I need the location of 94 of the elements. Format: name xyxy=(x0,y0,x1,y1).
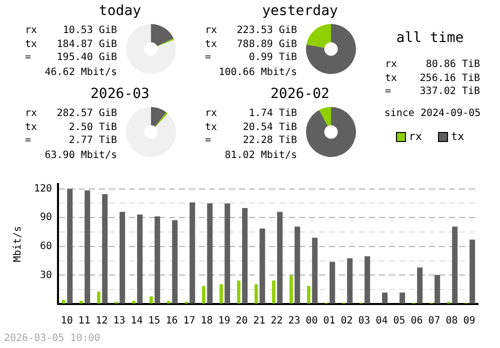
bar xyxy=(190,202,196,304)
bar xyxy=(347,258,353,304)
x-tick-label: 01 xyxy=(323,316,336,327)
text: = 0.99 TiB xyxy=(205,52,297,63)
x-tick-label: 06 xyxy=(410,316,423,327)
x-tick-label: 07 xyxy=(428,316,440,327)
bar xyxy=(62,300,66,304)
bar xyxy=(364,256,370,304)
text: = 2.77 TiB xyxy=(25,135,117,146)
bar xyxy=(382,292,388,304)
bar xyxy=(120,212,126,304)
bar xyxy=(202,286,206,304)
legend-label: rx xyxy=(408,130,422,143)
bar xyxy=(400,292,406,304)
bar xyxy=(154,216,160,304)
bar xyxy=(172,220,178,304)
x-tick-label: 16 xyxy=(166,316,178,327)
text: all time xyxy=(395,30,465,46)
chart-title: 2026-02 xyxy=(269,86,330,102)
x-tick-label: 02 xyxy=(340,316,353,327)
x-tick-label: 13 xyxy=(113,316,126,327)
bar xyxy=(294,226,300,304)
bar xyxy=(452,226,458,304)
y-axis-title: Mbit/s xyxy=(12,226,24,262)
bar xyxy=(434,274,440,304)
bar xyxy=(312,238,318,304)
text: rx 1.74 TiB xyxy=(205,108,297,119)
x-tick-label: 23 xyxy=(288,316,300,327)
text: 63.90 Mbit/s xyxy=(44,148,117,162)
bar xyxy=(290,275,293,304)
text: 46.62 Mbit/s xyxy=(44,66,117,78)
text: rx 282.57 GiB xyxy=(25,108,117,119)
bar xyxy=(224,203,230,304)
y-tick-label: 120 xyxy=(34,183,52,194)
bar xyxy=(470,240,476,304)
bar xyxy=(277,212,283,304)
x-tick-label: 03 xyxy=(358,316,370,327)
bar xyxy=(132,300,136,304)
x-tick-label: 21 xyxy=(253,316,266,327)
x-tick-label: 08 xyxy=(446,316,458,327)
text: rx 223.53 GiB xyxy=(205,25,297,36)
bar xyxy=(150,296,153,304)
text: rx 80.86 TiB xyxy=(385,59,480,70)
bar xyxy=(137,214,143,304)
bar xyxy=(167,300,170,304)
x-tick-label: 05 xyxy=(393,316,406,327)
text: 81.02 Mbit/s xyxy=(224,148,297,162)
bar xyxy=(237,280,240,304)
chart-title: 2026-03 xyxy=(89,86,150,102)
bar xyxy=(307,286,310,304)
x-tick-label: 12 xyxy=(96,316,108,327)
y-tick-label: 30 xyxy=(40,270,52,281)
text: rx 10.53 GiB xyxy=(25,25,117,36)
bar xyxy=(80,300,83,304)
x-tick-label: 04 xyxy=(376,316,388,327)
chart-title: today xyxy=(98,3,142,19)
bar xyxy=(84,190,90,304)
bar xyxy=(67,188,73,304)
chart-title: yesterday xyxy=(261,3,339,19)
x-tick-label: 15 xyxy=(148,316,160,327)
x-tick-label: 09 xyxy=(463,316,476,327)
bar xyxy=(220,284,223,304)
x-tick-label: 14 xyxy=(130,316,143,327)
legend-label: tx xyxy=(451,130,464,143)
text: 100.66 Mbit/s xyxy=(218,66,297,78)
x-tick-label: 22 xyxy=(270,316,283,327)
text: since 2024-09-05 xyxy=(383,106,482,120)
text: 2026-03-05 10:00 xyxy=(4,332,100,345)
text: tx 256.16 TiB xyxy=(385,72,480,84)
text: tx 20.54 TiB xyxy=(205,122,297,132)
text: tx 2.50 TiB xyxy=(25,122,117,132)
x-tick-label: 00 xyxy=(306,316,318,327)
bar xyxy=(102,194,108,304)
text: tx 184.87 GiB xyxy=(25,38,117,50)
bar xyxy=(417,268,423,304)
x-tick-label: 18 xyxy=(200,316,213,327)
bar xyxy=(242,208,248,304)
text: = 22.28 TiB xyxy=(205,135,297,146)
y-tick-label: 60 xyxy=(40,240,52,252)
text: = 337.02 TiB xyxy=(385,86,480,97)
y-tick-label: 90 xyxy=(40,212,52,224)
bar xyxy=(254,284,258,304)
text: tx 788.89 GiB xyxy=(205,38,297,50)
x-tick-label: 17 xyxy=(183,316,196,327)
text: = 195.40 GiB xyxy=(25,52,117,63)
bar xyxy=(330,262,336,304)
bar xyxy=(97,292,100,304)
x-tick-label: 20 xyxy=(236,316,248,327)
x-tick-label: 10 xyxy=(60,316,73,327)
bar xyxy=(207,203,213,304)
bar xyxy=(260,228,266,304)
bar xyxy=(272,280,276,304)
x-tick-label: 19 xyxy=(218,316,230,327)
x-tick-label: 11 xyxy=(78,316,90,327)
